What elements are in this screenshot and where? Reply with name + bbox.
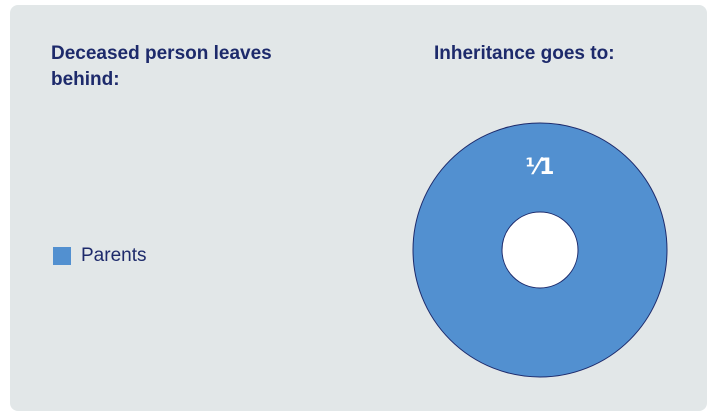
donut-hole — [501, 211, 579, 289]
legend: Parents — [53, 245, 146, 267]
legend-label-parents: Parents — [81, 245, 147, 266]
inheritance-card: Deceased person leaves behind: Inheritan… — [10, 5, 707, 411]
donut-slice-label-parents: ⅟1 — [526, 155, 555, 180]
donut-chart: ⅟1 — [412, 122, 668, 378]
deceased-leaves-behind-heading: Deceased person leaves behind: — [51, 43, 272, 90]
inheritance-goes-to-heading: Inheritance goes to: — [434, 43, 615, 64]
donut-slice-labels: ⅟1 — [526, 155, 555, 180]
legend-swatch-parents — [53, 247, 71, 265]
